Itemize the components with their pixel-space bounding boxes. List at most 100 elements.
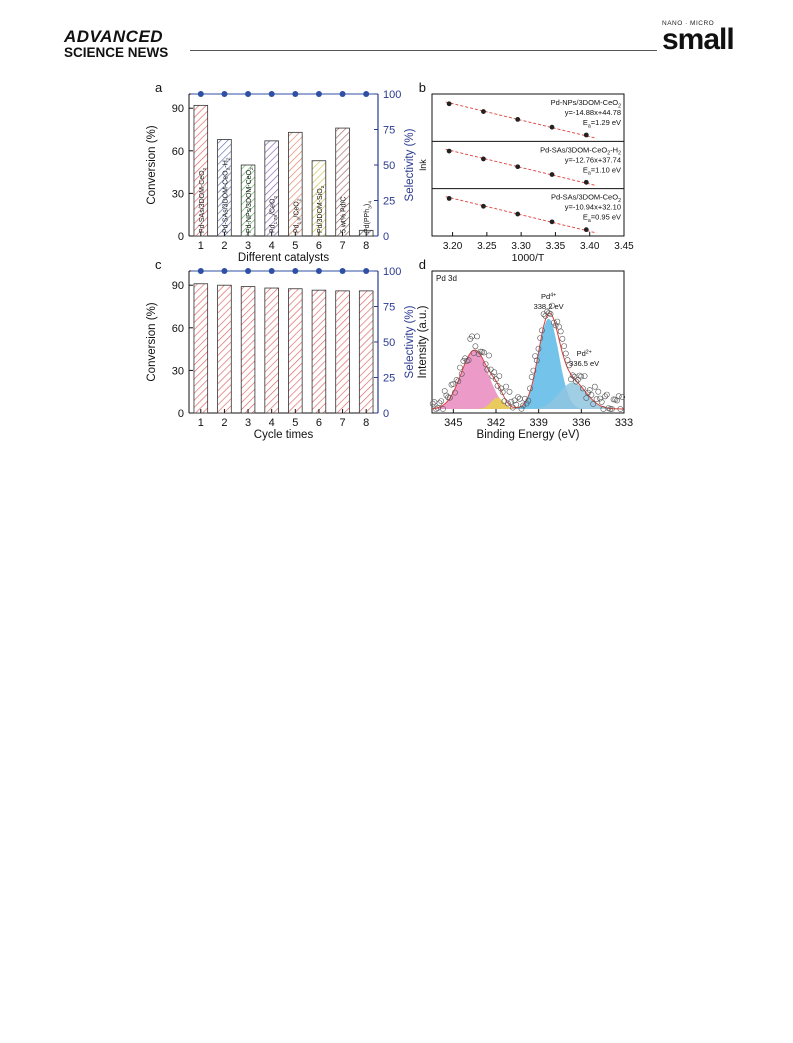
x-tick-label: 3.25	[477, 241, 497, 252]
raw-data-point	[580, 385, 586, 392]
raw-data-point	[440, 406, 446, 412]
raw-data-point	[605, 405, 612, 411]
bar	[335, 290, 350, 414]
selectivity-marker	[363, 91, 370, 97]
bar	[264, 287, 279, 414]
raw-data-point	[489, 373, 496, 380]
journal-small-text: NANO · MICRO	[662, 20, 715, 27]
raw-data-point	[549, 302, 556, 309]
y-axis-title: Conversion (%)	[146, 125, 158, 204]
peak-label-pd2: Pd2+	[577, 349, 592, 358]
x-tick-label: 3.20	[443, 241, 463, 252]
x-axis-title: 1000/T	[512, 252, 545, 264]
raw-data-point	[603, 391, 610, 398]
raw-data-point	[484, 366, 491, 373]
y-right-tick-label: 50	[383, 337, 395, 349]
bar	[240, 286, 256, 414]
fit-equation: y=-12.76x+37.74	[565, 155, 621, 164]
data-point	[481, 156, 486, 162]
activation-energy: Ea=0.95 eV	[583, 213, 621, 224]
raw-data-point	[528, 373, 535, 380]
raw-data-point	[453, 376, 460, 383]
raw-data-point	[480, 349, 487, 356]
raw-data-point	[465, 357, 472, 364]
y-right-axis-title: Selectivity (%)	[404, 128, 416, 201]
raw-data-point	[617, 406, 624, 412]
raw-data-point	[573, 378, 579, 385]
raw-data-point	[569, 372, 576, 379]
y-tick-label: 90	[172, 280, 184, 292]
peak-fill	[432, 382, 624, 409]
x-tick-label: 4	[269, 417, 275, 429]
selectivity-marker	[221, 91, 228, 97]
publisher-logo: ADVANCED SCIENCE NEWS	[64, 28, 168, 60]
bar-label: Pd/3DOM-SiO2	[317, 185, 326, 233]
selectivity-marker	[245, 268, 252, 274]
raw-data-point	[530, 367, 537, 374]
data-point	[515, 116, 521, 122]
data-point	[446, 196, 452, 201]
raw-data-point	[433, 406, 439, 412]
raw-data-point	[566, 362, 573, 369]
raw-data-point	[504, 400, 511, 407]
raw-data-point	[477, 348, 484, 355]
raw-data-point	[482, 361, 489, 367]
y-right-tick-label: 75	[383, 125, 395, 137]
x-axis-title: Different catalysts	[238, 252, 329, 264]
y-right-tick-label: 0	[383, 231, 389, 243]
x-tick-label: 5	[292, 240, 298, 252]
x-tick-label: 1	[198, 417, 204, 429]
selectivity-marker	[268, 268, 275, 274]
raw-data-point	[438, 398, 445, 404]
panel-label: c	[155, 257, 162, 272]
plot-frame	[431, 270, 625, 414]
raw-data-point	[547, 310, 554, 317]
bar-label: Pd(PPh3)4	[364, 201, 373, 233]
data-point	[515, 164, 521, 170]
raw-data-point	[583, 395, 590, 401]
y-right-tick-label: 100	[383, 89, 401, 101]
raw-data-point	[532, 353, 538, 359]
raw-data-point	[597, 395, 603, 402]
y-right-tick-label: 100	[383, 266, 401, 278]
x-tick-label: 3	[245, 417, 251, 429]
raw-data-point	[492, 376, 499, 383]
y-tick-label: 30	[172, 365, 184, 377]
selectivity-marker	[197, 91, 204, 97]
data-point	[549, 172, 555, 177]
data-point	[446, 148, 452, 154]
raw-data-point	[520, 402, 527, 409]
bar-label: 5 wt% Pd/C	[341, 196, 348, 233]
raw-data-point	[506, 388, 513, 395]
data-point	[583, 132, 589, 138]
x-tick-label: 342	[487, 417, 505, 429]
y-tick-label: 90	[172, 103, 184, 115]
raw-data-point	[559, 335, 566, 342]
x-tick-label: 3.40	[580, 241, 600, 252]
x-tick-label: 3.30	[511, 241, 531, 252]
raw-data-point	[443, 392, 450, 399]
series-name: Pd-SAs/3DOM-CeO2-H2	[540, 145, 621, 156]
selectivity-marker	[292, 268, 299, 274]
envelope-line	[431, 312, 624, 410]
panel-label: b	[419, 80, 426, 95]
selectivity-marker	[339, 91, 346, 97]
x-tick-label: 3.45	[614, 241, 634, 252]
y-axis-title: lnk	[418, 159, 428, 171]
raw-data-point	[619, 394, 626, 400]
raw-data-point	[590, 401, 596, 407]
panel-label: d	[419, 257, 426, 272]
raw-data-point	[518, 405, 525, 412]
panel-label: a	[155, 80, 163, 95]
bar	[217, 284, 232, 414]
selectivity-marker	[221, 268, 228, 274]
raw-data-point	[450, 381, 457, 387]
raw-data-point	[557, 328, 564, 335]
raw-data-point	[574, 376, 581, 383]
data-point	[549, 124, 555, 130]
raw-data-point	[513, 401, 520, 408]
x-axis-title: Cycle times	[254, 429, 314, 441]
raw-data-point	[458, 370, 465, 377]
selectivity-marker	[268, 91, 275, 97]
